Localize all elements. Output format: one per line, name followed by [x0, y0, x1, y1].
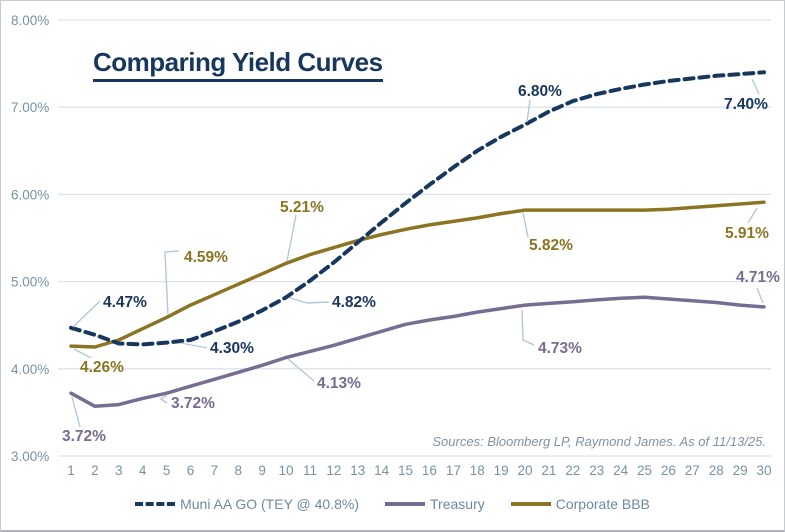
x-axis-tick-label: 26 — [661, 463, 676, 478]
annotation-leader-line — [526, 99, 531, 123]
annotation-leader-line — [286, 214, 297, 262]
legend-item-corporate: Corporate BBB — [510, 496, 650, 512]
data-label: 4.26% — [80, 359, 124, 376]
x-axis-tick-label: 5 — [163, 463, 171, 478]
legend-item-treasury: Treasury — [385, 496, 485, 512]
data-label: 4.73% — [538, 340, 582, 357]
y-axis-tick-label: 5.00% — [11, 275, 49, 290]
x-axis-tick-label: 18 — [470, 463, 485, 478]
treasury-line-swatch-icon — [385, 502, 426, 506]
annotation-leader-line — [72, 300, 101, 328]
y-axis-tick-label: 7.00% — [11, 100, 49, 115]
legend-item-muni: Muni AA GO (TEY @ 40.8%) — [135, 496, 359, 512]
data-label: 6.80% — [518, 83, 562, 100]
x-axis-tick-label: 13 — [350, 463, 365, 478]
x-axis-tick-label: 21 — [541, 463, 556, 478]
x-axis-tick-label: 12 — [326, 463, 341, 478]
x-axis-tick-label: 25 — [637, 463, 652, 478]
annotation-leader-line — [287, 358, 315, 382]
x-axis-tick-label: 6 — [187, 463, 195, 478]
x-axis-tick-label: 9 — [258, 463, 266, 478]
annotation-leader-line — [747, 207, 758, 224]
annotation-leader-line — [756, 287, 764, 304]
muni-line-swatch-icon — [135, 502, 176, 506]
x-axis-tick-label: 7 — [211, 463, 219, 478]
x-axis-tick-label: 23 — [589, 463, 604, 478]
annotation-leader-line — [164, 250, 180, 316]
x-axis-tick-label: 11 — [303, 463, 317, 478]
annotation-leader-line — [159, 394, 168, 404]
source-note: Sources: Bloomberg LP, Raymond James. As… — [432, 434, 766, 449]
series-line-2 — [69, 200, 766, 349]
data-label: 7.40% — [724, 96, 768, 113]
data-label: 5.21% — [280, 199, 324, 216]
x-axis-tick-label: 2 — [91, 463, 99, 478]
x-axis-tick-label: 8 — [235, 463, 243, 478]
annotation-leader-line — [521, 309, 535, 346]
x-axis-tick-label: 10 — [279, 463, 294, 478]
data-label: 3.72% — [171, 395, 215, 412]
data-label: 4.13% — [317, 375, 361, 392]
x-axis-tick-label: 20 — [518, 463, 533, 478]
legend-label-treasury: Treasury — [430, 496, 485, 512]
data-label: 3.72% — [62, 428, 106, 445]
data-label: 4.82% — [332, 294, 376, 311]
annotation-leader-line — [522, 212, 529, 238]
y-axis-tick-label: 3.00% — [11, 449, 49, 464]
annotation-leader-line — [289, 297, 330, 304]
annotation-leader-line — [751, 78, 760, 95]
x-axis-tick-label: 14 — [374, 463, 390, 478]
data-label: 4.71% — [736, 269, 780, 286]
x-axis-tick-label: 4 — [139, 463, 147, 478]
data-label: 4.30% — [210, 340, 254, 357]
x-axis-tick-label: 1 — [67, 463, 75, 478]
legend-label-muni: Muni AA GO (TEY @ 40.8%) — [180, 496, 360, 512]
x-axis-tick-label: 24 — [613, 463, 629, 478]
chart-title: Comparing Yield Curves — [93, 47, 383, 82]
data-label: 5.91% — [725, 225, 769, 242]
data-label: 4.47% — [103, 294, 147, 311]
x-axis-tick-label: 16 — [422, 463, 437, 478]
y-axis-tick-label: 8.00% — [11, 13, 49, 28]
y-axis-tick-label: 6.00% — [11, 187, 49, 202]
annotation-leader-line — [73, 348, 92, 359]
x-axis-tick-label: 19 — [494, 463, 509, 478]
series-line-1 — [69, 295, 766, 409]
chart-legend: Muni AA GO (TEY @ 40.8%) Treasury Corpor… — [1, 496, 784, 512]
annotation-leader-line — [71, 396, 81, 428]
annotation-leader-line — [180, 342, 208, 349]
data-label: 5.82% — [529, 237, 573, 254]
corporate-line-swatch-icon — [510, 502, 551, 506]
x-axis-tick-label: 27 — [685, 463, 700, 478]
x-axis-tick-label: 17 — [446, 463, 461, 478]
legend-label-corporate: Corporate BBB — [555, 496, 650, 512]
y-axis-tick-label: 4.00% — [11, 362, 49, 377]
x-axis-tick-label: 22 — [565, 463, 580, 478]
series-line-0 — [69, 70, 766, 347]
x-axis-tick-label: 3 — [115, 463, 123, 478]
x-axis-tick-label: 30 — [756, 463, 771, 478]
x-axis-tick-label: 28 — [709, 463, 724, 478]
x-axis-tick-label: 29 — [733, 463, 748, 478]
x-axis-tick-label: 15 — [398, 463, 413, 478]
data-label: 4.59% — [184, 249, 228, 266]
